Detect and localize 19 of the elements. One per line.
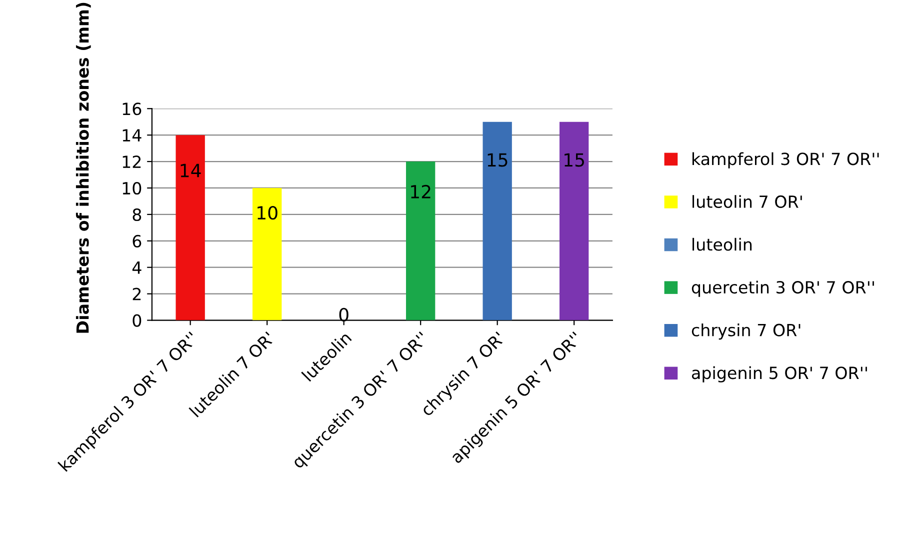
- y-tick-label: 10: [122, 182, 142, 195]
- legend-label: luteolin: [692, 238, 752, 251]
- y-tick-label: 4: [132, 262, 142, 274]
- data-label: 15: [488, 153, 508, 167]
- y-tick-label: 0: [132, 314, 142, 327]
- data-label: 14: [180, 164, 201, 178]
- y-tick-label: 8: [132, 208, 142, 222]
- y-tick-label: 12: [122, 155, 141, 168]
- legend-label: luteolin 7 OR': [692, 195, 802, 208]
- y-tick-label: 14: [122, 129, 142, 142]
- y-tick-label: 2: [132, 288, 141, 300]
- legend-label: quercetin 3 OR' 7 OR'': [692, 280, 874, 297]
- legend-label: kampferol 3 OR' 7 OR'': [692, 152, 879, 168]
- data-label: 15: [564, 153, 584, 167]
- y-tick-label: 16: [122, 102, 142, 116]
- y-tick-label: 6: [132, 234, 142, 248]
- y-axis-title: Diameters of inhibition zones (mm): [76, 2, 91, 333]
- data-label: 10: [258, 206, 278, 220]
- data-label: 12: [411, 184, 430, 198]
